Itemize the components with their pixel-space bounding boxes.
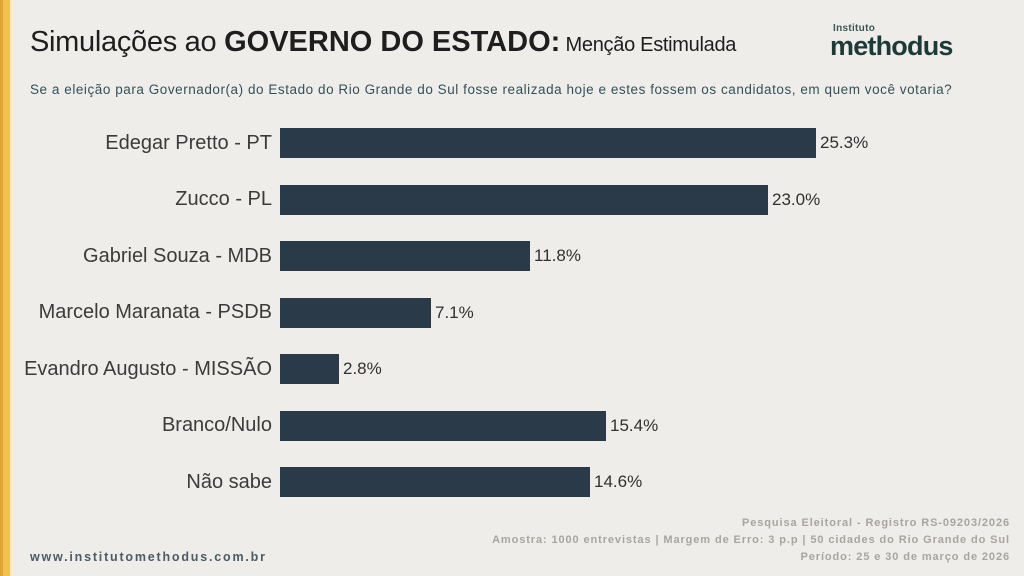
page-title: Simulações ao GOVERNO DO ESTADO: Menção … <box>30 26 1000 59</box>
bar-track: 15.4% <box>280 410 1024 441</box>
bar <box>280 467 590 497</box>
bar-value-label: 7.1% <box>435 302 474 322</box>
bar-track: 11.8% <box>280 241 1024 271</box>
website-url: www.institutomethodus.com.br <box>30 550 267 564</box>
header: Simulações ao GOVERNO DO ESTADO: Menção … <box>30 23 1000 61</box>
survey-question: Se a eleição para Governador(a) do Estad… <box>30 82 953 97</box>
bar <box>280 184 768 215</box>
chart-row: Gabriel Souza - MDB 11.8% <box>0 241 1024 271</box>
methodus-logo: Instituto methodus <box>830 23 978 61</box>
bar <box>280 297 431 328</box>
candidate-label: Branco/Nulo <box>161 414 272 436</box>
candidate-label: Evandro Augusto - MISSÃO <box>24 357 272 380</box>
bar-value-label: 15.4% <box>610 415 659 435</box>
candidate-label: Edegar Pretto - PT <box>105 131 272 154</box>
chart-row: Edegar Pretto - PT 25.3% <box>0 128 1024 158</box>
bar-value-label: 25.3% <box>820 133 869 152</box>
bar-track: 25.3% <box>280 128 1024 158</box>
chart-row: Branco/Nulo 15.4% <box>0 410 1024 441</box>
candidate-label: Marcelo Maranata - PSDB <box>38 301 272 323</box>
bar-track: 2.8% <box>280 354 1024 384</box>
title-suffix: Menção Estimulada <box>560 34 737 56</box>
metadata-line-2: Amostra: 1000 entrevistas | Margem de Er… <box>492 534 1010 546</box>
left-accent-stripe <box>0 0 14 576</box>
bar <box>280 354 339 384</box>
bar-value-label: 2.8% <box>343 359 382 378</box>
logo-top-text: Instituto <box>833 23 876 34</box>
bar-chart: Edegar Pretto - PT 25.3% Zucco - PL 23.0… <box>0 128 1024 524</box>
bar <box>280 128 816 158</box>
bar-value-label: 23.0% <box>772 189 821 209</box>
bar-track: 14.6% <box>280 467 1024 497</box>
chart-row: Zucco - PL 23.0% <box>0 184 1024 215</box>
bar-value-label: 14.6% <box>594 472 643 491</box>
survey-metadata: Pesquisa Eleitoral - Registro RS-09203/2… <box>492 515 1010 566</box>
bar <box>280 241 530 271</box>
candidate-label: Gabriel Souza - MDB <box>83 244 272 267</box>
bar-track: 23.0% <box>280 184 1024 215</box>
title-bold: GOVERNO DO ESTADO: <box>224 26 561 58</box>
chart-row: Marcelo Maranata - PSDB 7.1% <box>0 297 1024 328</box>
bar <box>280 410 606 441</box>
chart-row: Não sabe 14.6% <box>0 467 1024 497</box>
bar-track: 7.1% <box>280 297 1024 328</box>
logo-name-text: methodus <box>830 31 953 61</box>
candidate-label: Não sabe <box>186 470 272 493</box>
candidate-label: Zucco - PL <box>175 188 272 210</box>
chart-row: Evandro Augusto - MISSÃO 2.8% <box>0 354 1024 384</box>
title-regular: Simulações ao <box>30 26 225 58</box>
metadata-line-3: Período: 25 e 30 de março de 2026 <box>800 551 1010 563</box>
metadata-line-1: Pesquisa Eleitoral - Registro RS-09203/2… <box>742 517 1010 529</box>
chart-rows: Edegar Pretto - PT 25.3% Zucco - PL 23.0… <box>0 128 1024 497</box>
bar-value-label: 11.8% <box>534 246 581 265</box>
